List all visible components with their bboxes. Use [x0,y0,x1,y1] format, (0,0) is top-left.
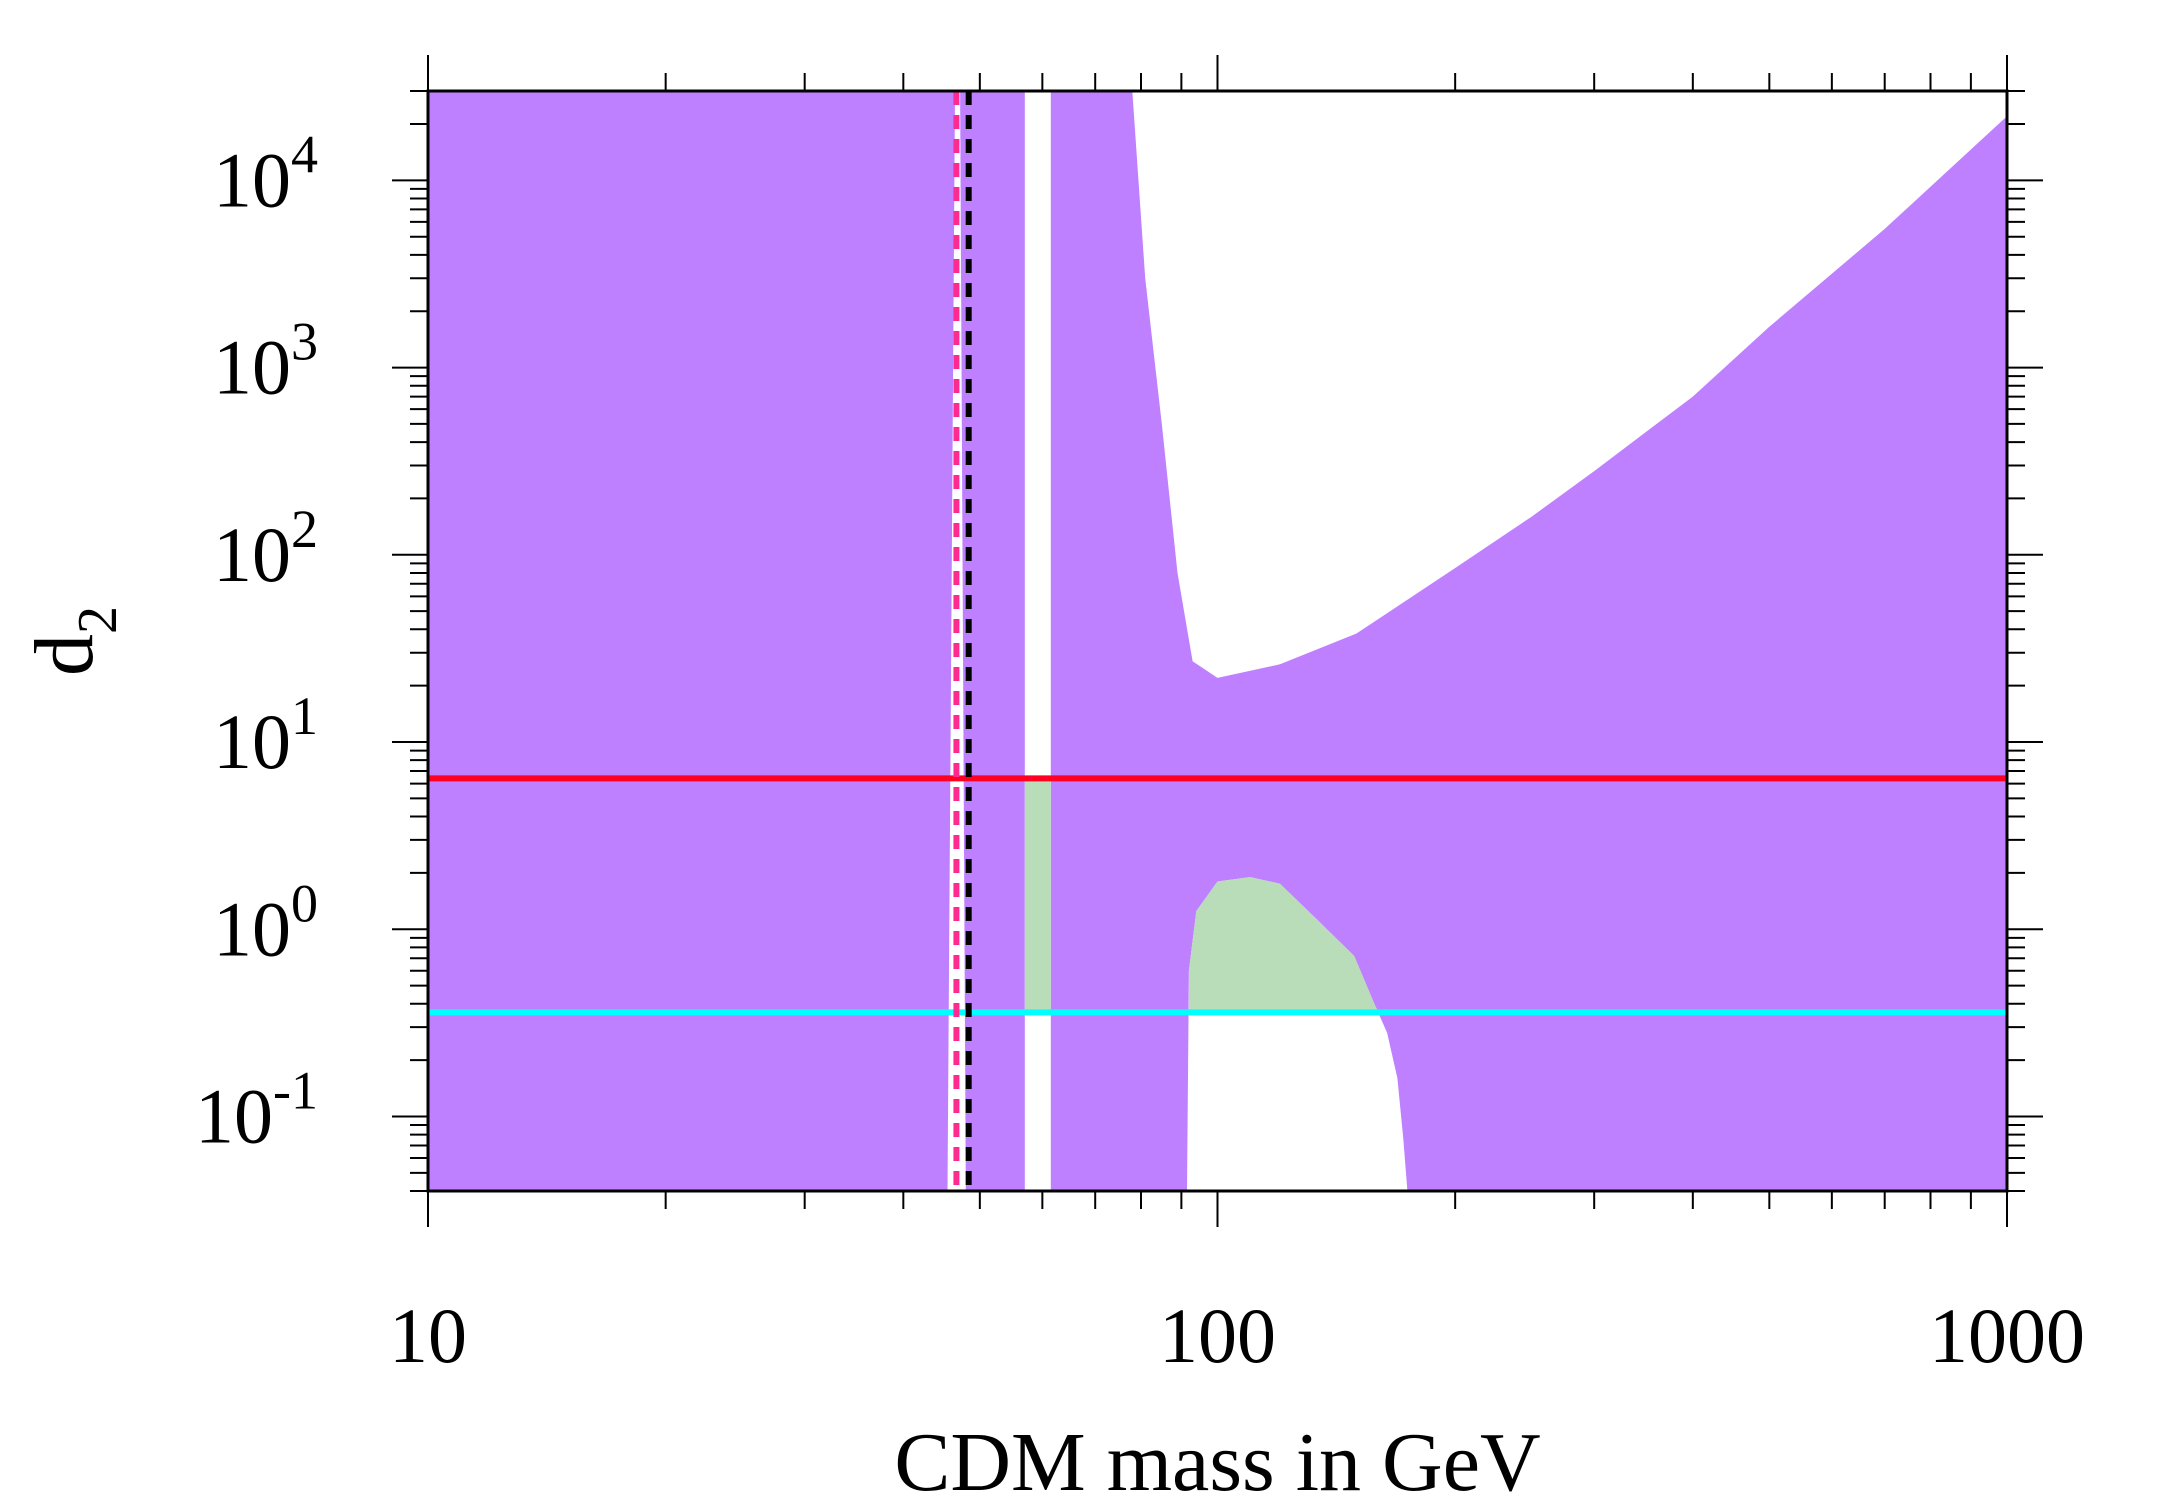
excluded-region-1 [428,91,955,1191]
allowed-region-1 [1024,778,1051,1013]
y-tick-label: 100 [213,873,318,972]
x-tick-label: 1000 [1929,1292,2085,1379]
y-tick-label: 103 [213,312,318,411]
y-tick-label: 101 [213,686,318,785]
excluded-region-2 [960,91,1025,1191]
y-axis-label-base: d [18,634,111,676]
y-tick-label-base: 10 [213,324,291,411]
y-tick-label: 102 [213,499,318,598]
y-axis-label-subscript: 2 [67,606,129,634]
region-layer [428,91,2007,1191]
y-tick-label-exponent: 3 [291,312,318,372]
x-axis-label: CDM mass in GeV [894,1416,1540,1509]
y-tick-label-base: 10 [213,136,291,223]
y-tick-label: 104 [213,124,318,223]
excluded-region-3 [1050,91,2007,1191]
y-axis-label: d2 [18,606,129,676]
tick-layer [392,55,2043,1227]
y-tick-label-base: 10 [213,885,291,972]
y-tick-label-exponent: 0 [291,873,318,933]
line-layer [428,91,2007,1191]
y-tick-label-exponent: 2 [291,499,318,559]
y-tick-label-base: 10 [213,511,291,598]
y-tick-label-exponent: -1 [273,1060,318,1120]
y-tick-label-base: 10 [213,698,291,785]
x-tick-label: 10 [389,1292,467,1379]
x-tick-label: 100 [1159,1292,1276,1379]
allowed-region-2 [1188,877,1379,1013]
x-tick-labels: 10 100 1000 [389,1292,2085,1379]
y-tick-label-base: 10 [195,1072,273,1159]
y-tick-label: 10-1 [195,1060,318,1159]
y-tick-label-exponent: 1 [291,686,318,746]
y-tick-label-exponent: 4 [291,124,318,184]
